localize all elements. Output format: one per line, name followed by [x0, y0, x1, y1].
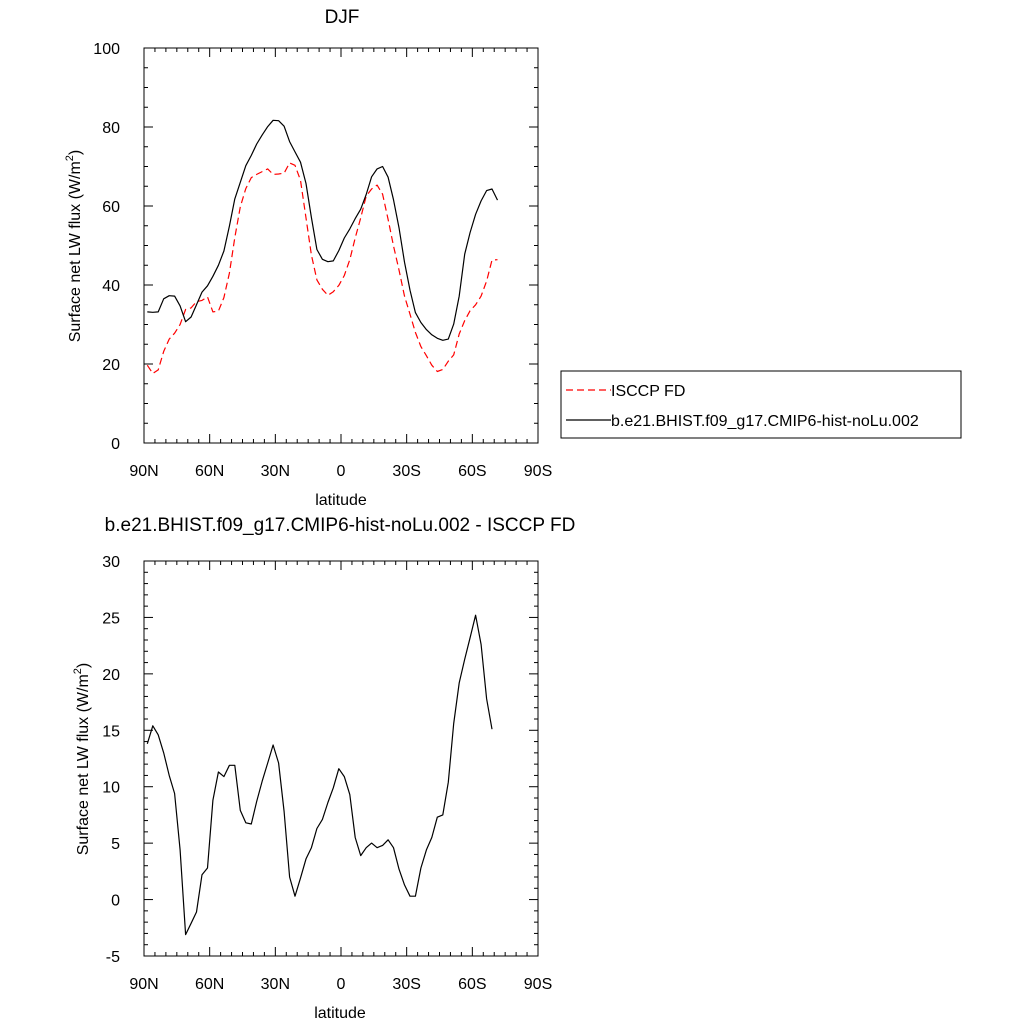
bottom-y-tick-label: 10 [102, 780, 120, 797]
legend-label-model: b.e21.BHIST.f09_g17.CMIP6-hist-noLu.002 [611, 413, 919, 430]
legend-box [560, 370, 962, 439]
top-chart-title: DJF [325, 7, 360, 28]
bottom-y-tick-label: 25 [102, 610, 120, 627]
top-x-axis-label: latitude [315, 492, 367, 509]
top-series-lines [146, 119, 499, 375]
bottom-x-tick-label: 90N [129, 976, 158, 993]
bottom-y-axis-label-superscript: 2 [72, 668, 84, 674]
top-y-tick-label: 40 [102, 278, 120, 295]
bottom-y-axis-label: Surface net LW flux (W/m2) [72, 663, 92, 856]
top-y-axis-label-superscript: 2 [64, 155, 76, 161]
top-panel: DJF latitude Surface net LW flux (W/m2) … [64, 7, 962, 509]
bottom-y-tick-label: 5 [111, 836, 120, 853]
top-axes: 90N 60N 30N 0 30S 60S 90S 0 20 40 60 80 100 [93, 41, 552, 480]
bottom-x-tick-label: 30N [261, 976, 290, 993]
bottom-panel: b.e21.BHIST.f09_g17.CMIP6-hist-noLu.002 … [72, 515, 575, 1022]
top-x-tick-label: 60S [458, 463, 486, 480]
bottom-x-tick-label: 0 [337, 976, 346, 993]
top-x-tick-label: 0 [337, 463, 346, 480]
top-x-tick-label: 90S [524, 463, 552, 480]
top-x-tick-label: 90N [129, 463, 158, 480]
top-y-tick-label: 100 [93, 41, 120, 58]
top-y-tick-label: 20 [102, 357, 120, 374]
bottom-x-tick-label: 60N [195, 976, 224, 993]
top-y-tick-label: 60 [102, 199, 120, 216]
top-y-axis-label-close: ) [67, 150, 84, 155]
top-y-axis-label-main: Surface net LW flux (W/m [67, 161, 84, 342]
bottom-series-line-difference [146, 614, 493, 936]
top-x-tick-label: 30S [392, 463, 420, 480]
bottom-series-lines [146, 614, 493, 936]
bottom-y-tick-label: 30 [102, 554, 120, 571]
bottom-y-axis-label-close: ) [75, 663, 92, 668]
top-y-axis-label: Surface net LW flux (W/m2) [64, 150, 84, 343]
top-y-tick-label: 80 [102, 120, 120, 137]
bottom-y-tick-label: -5 [106, 949, 120, 966]
legend: ISCCP FD b.e21.BHIST.f09_g17.CMIP6-hist-… [560, 370, 962, 439]
top-series-line-b [147, 119, 499, 341]
top-x-tick-label: 60N [195, 463, 224, 480]
bottom-axes: 90N 60N 30N 0 30S 60S 90S -5 0 5 10 15 20 25 30 [102, 554, 552, 993]
bottom-y-tick-label: 15 [102, 723, 120, 740]
legend-label-isccp: ISCCP FD [611, 383, 685, 400]
bottom-plot-frame [143, 560, 539, 957]
bottom-y-axis-label-main: Surface net LW flux (W/m [75, 674, 92, 855]
bottom-y-tick-label: 20 [102, 667, 120, 684]
bottom-x-tick-label: 30S [392, 976, 420, 993]
top-y-tick-label: 0 [111, 436, 120, 453]
top-x-tick-label: 30N [261, 463, 290, 480]
bottom-x-tick-label: 60S [458, 976, 486, 993]
top-series-line-isccp-fd [146, 162, 498, 375]
bottom-y-tick-label: 0 [111, 893, 120, 910]
bottom-x-axis-label: latitude [314, 1005, 366, 1022]
bottom-x-tick-label: 90S [524, 976, 552, 993]
bottom-chart-title: b.e21.BHIST.f09_g17.CMIP6-hist-noLu.002 … [105, 515, 576, 536]
